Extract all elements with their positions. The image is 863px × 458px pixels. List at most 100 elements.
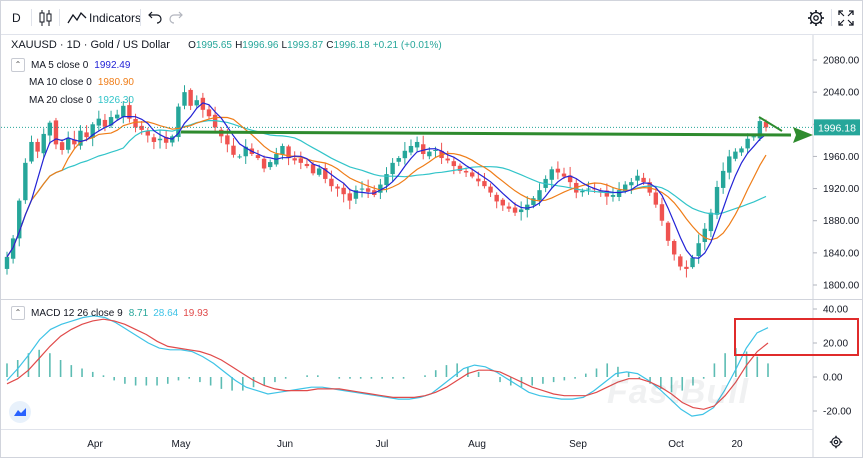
- candle-body: [4, 256, 10, 269]
- time-tick-label: Jul: [376, 439, 389, 450]
- candle-body: [488, 186, 493, 193]
- ma10-line: [6, 116, 767, 258]
- candle-body: [586, 188, 591, 190]
- candle-body: [72, 139, 77, 145]
- candle-body: [329, 178, 334, 187]
- candle-body: [378, 184, 383, 193]
- candle-body: [482, 181, 487, 187]
- ma5-legend[interactable]: ⌃ MA 5 close 0 1992.49: [11, 58, 130, 72]
- indicators-label: Indicators: [89, 10, 142, 25]
- logo-icon[interactable]: [9, 401, 31, 423]
- candle-body: [720, 170, 726, 188]
- candle-body: [421, 144, 426, 155]
- undo-button[interactable]: [148, 1, 162, 34]
- candle-body: [414, 141, 420, 148]
- candle-body: [580, 190, 585, 193]
- ma10-value: 1980.90: [97, 77, 134, 88]
- candle-body: [763, 121, 769, 128]
- candle-body: [427, 151, 432, 157]
- candle-body: [292, 158, 297, 161]
- candle-body: [537, 190, 542, 200]
- fullscreen-icon: [838, 9, 854, 26]
- time-tick-label: 20: [731, 439, 743, 450]
- time-tick-label: Sep: [569, 439, 587, 450]
- indicators-button[interactable]: Indicators: [67, 1, 141, 34]
- macd-legend[interactable]: ⌃ MACD 12 26 close 9 8.71 28.64 19.93: [11, 306, 208, 320]
- ohlc-l-value: 1993.87: [287, 40, 324, 51]
- candle-body: [127, 105, 132, 119]
- settings-button[interactable]: [807, 1, 825, 34]
- candle-body: [671, 241, 677, 255]
- candle-body: [78, 130, 83, 146]
- candle-body: [665, 222, 671, 241]
- candle-body: [457, 165, 463, 171]
- candle-body: [225, 135, 230, 145]
- candle-body: [35, 141, 40, 152]
- candle-body: [365, 188, 371, 192]
- scale-settings-button[interactable]: [829, 435, 845, 451]
- arrow-head: [793, 127, 813, 143]
- price-chart[interactable]: 2080.002040.002000.001960.001920.001880.…: [1, 35, 862, 457]
- macd-hist-value: 8.71: [128, 307, 149, 319]
- fullscreen-button[interactable]: [838, 1, 854, 34]
- ohlc-o-label: O: [188, 40, 196, 51]
- candle-body: [102, 119, 108, 127]
- ma20-legend[interactable]: MA 20 close 0 1926.30: [29, 95, 134, 106]
- chart-type-button[interactable]: [38, 1, 54, 34]
- candle-body: [567, 175, 573, 183]
- trendline-drawing: [180, 116, 813, 143]
- candle-body: [194, 100, 199, 106]
- candle-body: [623, 184, 628, 192]
- ohlc-h-value: 1996.96: [242, 40, 279, 51]
- candle-body: [494, 194, 499, 202]
- ohlc-c-value: 1996.18: [333, 40, 370, 51]
- candle-body: [255, 155, 261, 159]
- candle-body: [757, 121, 763, 139]
- ma5-line: [6, 102, 767, 259]
- interval-button[interactable]: D: [12, 1, 21, 34]
- candle-body: [182, 92, 187, 106]
- ohlc-h-label: H: [235, 40, 243, 51]
- collapse-chevron-icon[interactable]: ⌃: [11, 306, 25, 320]
- candle-body: [341, 187, 346, 195]
- collapse-chevron-icon[interactable]: ⌃: [11, 58, 25, 72]
- macd-tick-label: 20.00: [823, 339, 848, 350]
- candle-body: [525, 204, 530, 211]
- candle-body: [469, 172, 475, 177]
- price-tick-label: 2040.00: [823, 88, 860, 99]
- highlight-box: [734, 318, 859, 356]
- candle-body: [41, 133, 46, 154]
- candle-body: [90, 124, 95, 138]
- candle-body: [200, 97, 206, 110]
- candle-body: [96, 118, 102, 126]
- candle-body: [298, 158, 304, 163]
- undo-icon: [148, 11, 162, 24]
- candle-body: [408, 145, 414, 153]
- candle-body: [176, 106, 181, 138]
- macd-tick-label: 40.00: [823, 305, 848, 316]
- redo-icon: [169, 11, 183, 24]
- macd-histogram: [6, 348, 769, 393]
- candle-body: [84, 132, 89, 138]
- candle-body: [445, 158, 450, 161]
- candle-body: [29, 141, 34, 162]
- macd-tick-label: 0.00: [823, 373, 843, 384]
- redo-button[interactable]: [169, 1, 183, 34]
- trendline: [180, 130, 792, 137]
- candles-group: [4, 85, 769, 278]
- candle-body: [604, 190, 610, 197]
- candle-body: [751, 136, 756, 138]
- candle-body: [121, 105, 126, 117]
- candle-body: [653, 192, 659, 205]
- candle-body: [188, 89, 193, 106]
- candle-body: [133, 118, 138, 128]
- ma10-legend[interactable]: MA 10 close 0 1980.90: [29, 77, 134, 88]
- ohlc-o-value: 1995.65: [195, 40, 232, 51]
- macd-tick-label: -20.00: [823, 407, 852, 418]
- time-tick-label: Apr: [87, 439, 103, 450]
- ma20-line: [6, 119, 767, 258]
- candle-body: [59, 142, 65, 150]
- price-tick-label: 1880.00: [823, 216, 860, 227]
- candle-body: [108, 117, 114, 126]
